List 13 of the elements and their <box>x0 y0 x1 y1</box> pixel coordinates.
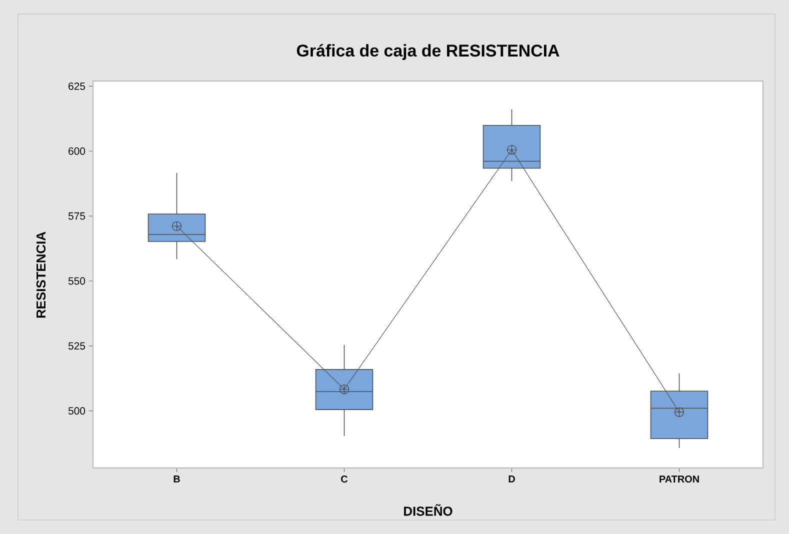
x-tick-label: D <box>508 476 515 482</box>
y-tick-label: 500 <box>68 407 86 415</box>
y-tick-label: 550 <box>68 277 86 285</box>
y-tick-label: 625 <box>68 82 86 90</box>
chart-title: Gráfica de caja de RESISTENCIA <box>296 44 560 60</box>
x-axis-title: DISEÑO <box>404 504 452 516</box>
x-tick-label: PATRON <box>660 476 699 483</box>
y-tick-label: 575 <box>68 212 86 220</box>
y-axis-title: RESISTENCIA <box>36 232 46 318</box>
x-tick-label: B <box>174 476 180 482</box>
x-tick-label: C <box>341 476 348 483</box>
y-tick-label: 525 <box>68 342 86 350</box>
y-tick-label: 600 <box>68 147 86 155</box>
